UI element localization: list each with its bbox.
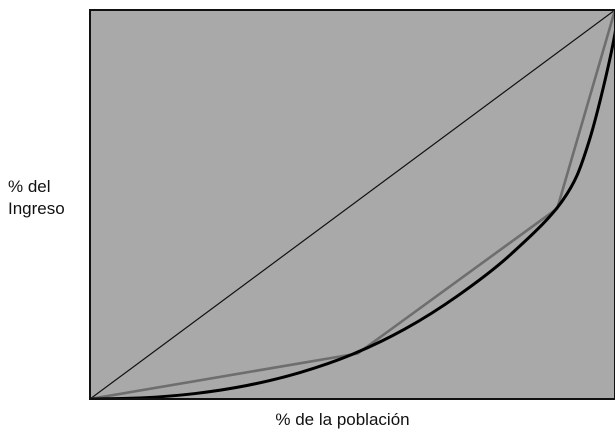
y-axis-label-line-1: % del bbox=[8, 177, 51, 196]
lorenz-curve bbox=[90, 22, 615, 399]
y-axis-label: % del Ingreso bbox=[8, 176, 88, 220]
x-axis-label: % de la población bbox=[275, 410, 410, 429]
y-axis-label-line-2: Ingreso bbox=[8, 199, 65, 218]
plot-frame bbox=[89, 9, 615, 400]
equality-line bbox=[90, 10, 615, 399]
stepwise-distribution-line bbox=[90, 10, 615, 399]
